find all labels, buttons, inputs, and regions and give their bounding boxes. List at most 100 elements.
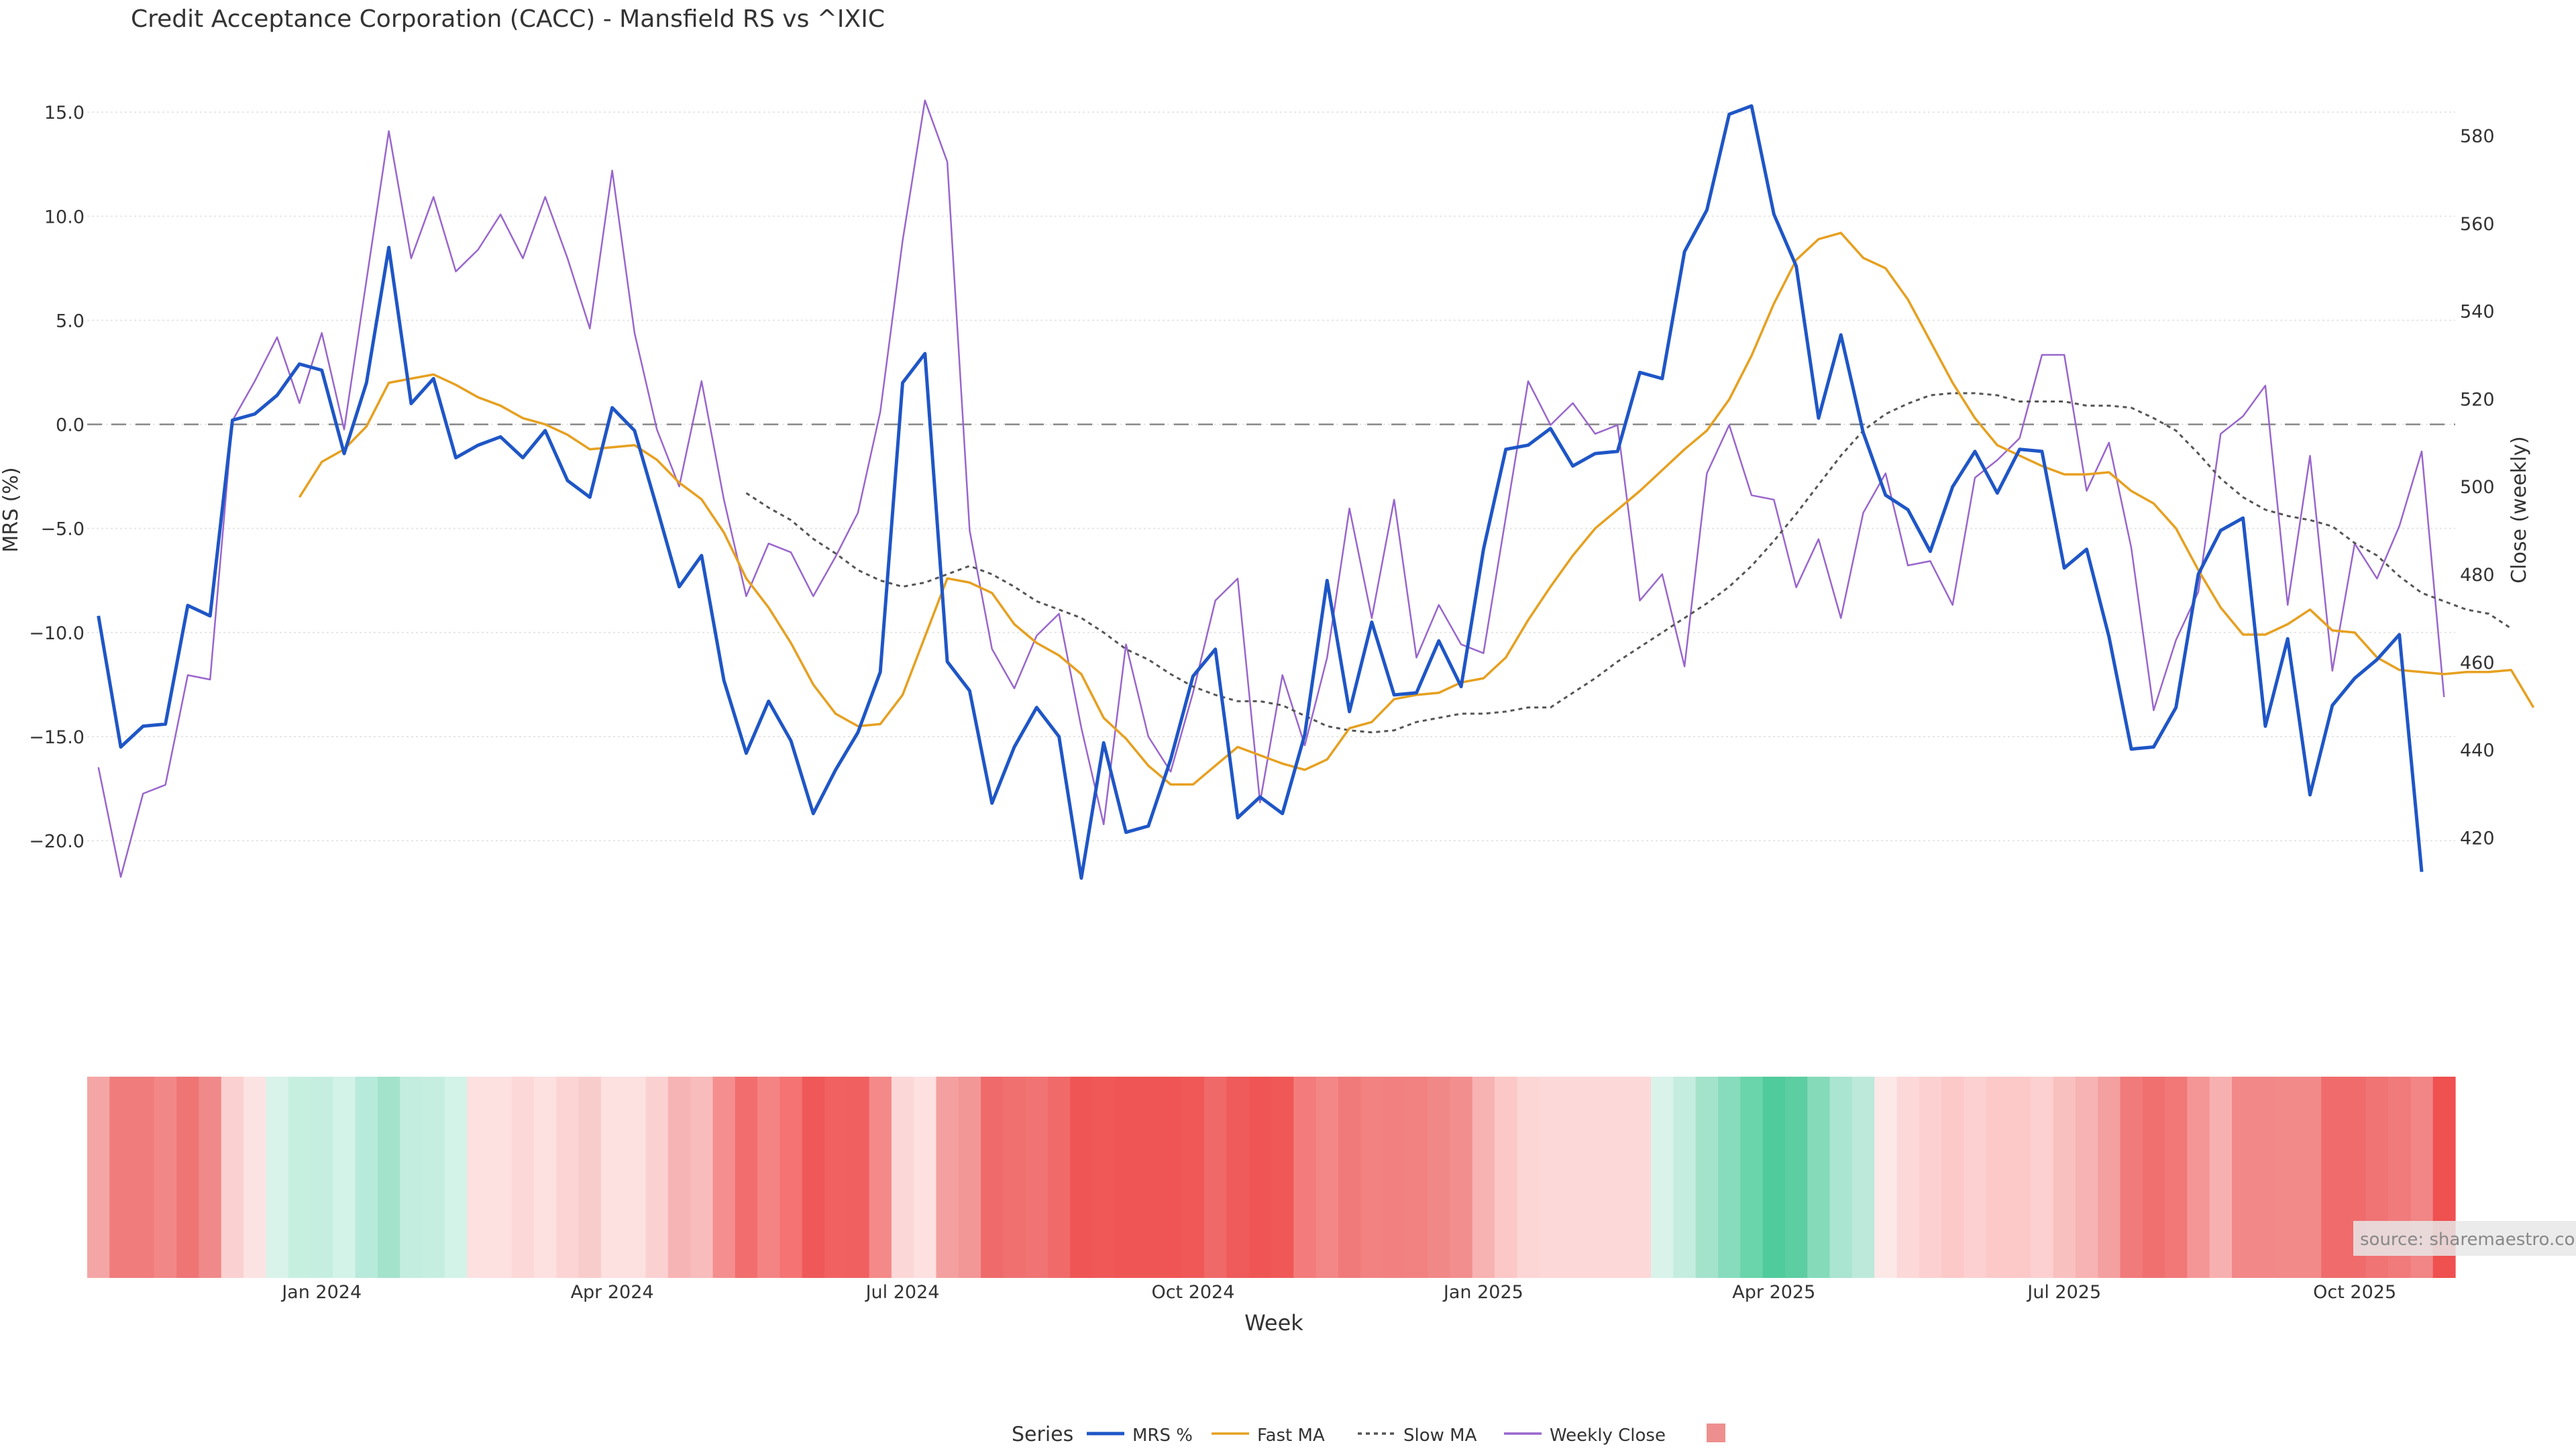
series-line-mrs (97, 104, 2424, 880)
heat-strip-cell (288, 1077, 311, 1278)
heat-strip-cell (824, 1077, 847, 1278)
heat-strip-cell (1204, 1077, 1227, 1278)
heat-strip-cell (1874, 1077, 1898, 1278)
heat-strip-cell (1941, 1077, 1964, 1278)
series-line-weekly-close (97, 99, 2445, 878)
source-note-text: source: sharemaestro.com (2360, 1230, 2576, 1250)
heat-strip-cell (712, 1077, 736, 1278)
series-layer (97, 99, 2535, 880)
heat-strip-cell (1405, 1077, 1428, 1278)
heat-strip-cell (1048, 1077, 1071, 1278)
heat-strip-cell (534, 1077, 557, 1278)
horizontal-grid (87, 111, 2455, 842)
right-axis-ticks: 580 560 540 520 500 480 460 440 420 (2460, 126, 2495, 849)
heat-strip-cell (1181, 1077, 1205, 1278)
heat-strip-cell (780, 1077, 803, 1278)
heat-strip-cell (311, 1077, 333, 1278)
heat-strip-cell (1137, 1077, 1161, 1278)
heat-strip-cell (623, 1077, 647, 1278)
heat-strip-cell (1226, 1077, 1250, 1278)
x-tick-label: Jan 2024 (280, 1282, 362, 1303)
heat-strip-cell (400, 1077, 423, 1278)
heat-strip-cell (1495, 1077, 1517, 1278)
x-tick-label: Apr 2025 (1732, 1282, 1815, 1303)
heat-strip-cell (1784, 1077, 1808, 1278)
heat-strip-cell (1851, 1077, 1875, 1278)
source-note-box (2353, 1221, 2576, 1256)
heat-strip-cell (1472, 1077, 1495, 1278)
legend-item-label: Fast MA (1257, 1426, 1325, 1446)
heat-strip-cell (1159, 1077, 1183, 1278)
heat-strip-cell (2165, 1077, 2188, 1278)
right-tick-label: 440 (2460, 741, 2495, 761)
left-tick-label: 5.0 (56, 311, 85, 331)
heat-strip-cell (1561, 1077, 1585, 1278)
left-tick-label: −10.0 (29, 623, 85, 644)
heat-strip-cell (377, 1077, 400, 1278)
heat-strip-cell (1919, 1077, 1942, 1278)
left-tick-label: 10.0 (44, 207, 85, 227)
heat-strip-cell (2075, 1077, 2098, 1278)
heat-strip-cell (1316, 1077, 1339, 1278)
heat-strip-cell (1762, 1077, 1786, 1278)
heat-strip-cell (914, 1077, 937, 1278)
source-note: source: sharemaestro.com (2353, 1221, 2576, 1256)
left-tick-label: 0.0 (56, 415, 85, 436)
legend-title: Series (1012, 1423, 1073, 1446)
heat-strip-cell (422, 1077, 445, 1278)
heat-strip-cell (1428, 1077, 1450, 1278)
heat-strip-cell (1070, 1077, 1093, 1278)
heat-strip-cell (2120, 1077, 2143, 1278)
heat-strip-cell (1896, 1077, 1920, 1278)
heat-strip-cell (757, 1077, 780, 1278)
heat-strip-cell (936, 1077, 959, 1278)
heat-strip-cell (981, 1077, 1004, 1278)
x-tick-label: Jul 2024 (865, 1282, 940, 1303)
right-tick-label: 560 (2460, 214, 2495, 235)
heat-strip-cell (1740, 1077, 1764, 1278)
heat-strip-cell (1673, 1077, 1697, 1278)
left-axis-ticks: 15.0 10.0 5.0 0.0 −5.0 −10.0 −15.0 −20.0 (29, 103, 85, 852)
heat-strip-cell (2098, 1077, 2121, 1278)
left-tick-label: −15.0 (29, 727, 85, 748)
left-tick-label: −20.0 (29, 831, 85, 852)
heat-strip-cell (176, 1077, 200, 1278)
heat-strip-cell (1271, 1077, 1294, 1278)
right-tick-label: 460 (2460, 653, 2495, 674)
heat-strip-cell (1360, 1077, 1384, 1278)
heat-strip-cell (2209, 1077, 2233, 1278)
x-tick-label: Jul 2025 (2026, 1282, 2101, 1303)
series-line-fast-ma (298, 231, 2535, 786)
heat-strip-cell (2031, 1077, 2054, 1278)
right-tick-label: 540 (2460, 302, 2495, 323)
left-axis-label: MRS (%) (0, 467, 23, 552)
heat-strip-cell (109, 1077, 133, 1278)
legend-item-label: MRS % (1132, 1426, 1193, 1446)
heat-strip-cell (489, 1077, 513, 1278)
heat-strip-cell (1025, 1077, 1049, 1278)
left-tick-label: −5.0 (40, 519, 85, 540)
heat-strip-cell (735, 1077, 758, 1278)
legend-item-label: Weekly Close (1550, 1426, 1666, 1446)
heat-strip-cell (1628, 1077, 1652, 1278)
heat-strip-cell (1003, 1077, 1026, 1278)
heat-strip-cell (1718, 1077, 1741, 1278)
heat-strip-cell (1114, 1077, 1138, 1278)
heat-strip-cell (645, 1077, 669, 1278)
heat-strip-cell (1986, 1077, 2009, 1278)
heat-strip-cell (1829, 1077, 1853, 1278)
left-tick-label: 15.0 (44, 103, 85, 123)
heat-strip-cell (1293, 1077, 1317, 1278)
heat-strip-cell (87, 1077, 110, 1278)
heat-strip-cell (958, 1077, 981, 1278)
heat-strip-cell (2232, 1077, 2255, 1278)
heat-strip-cell (1092, 1077, 1116, 1278)
heat-strip-cell (1584, 1077, 1607, 1278)
heat-strip-cell (2008, 1077, 2031, 1278)
heat-strip-cell (1606, 1077, 1629, 1278)
heat-strip-cell (1338, 1077, 1361, 1278)
heat-strip-cell (600, 1077, 624, 1278)
heat-strip-cell (221, 1077, 244, 1278)
heat-strip-cell (244, 1077, 266, 1278)
